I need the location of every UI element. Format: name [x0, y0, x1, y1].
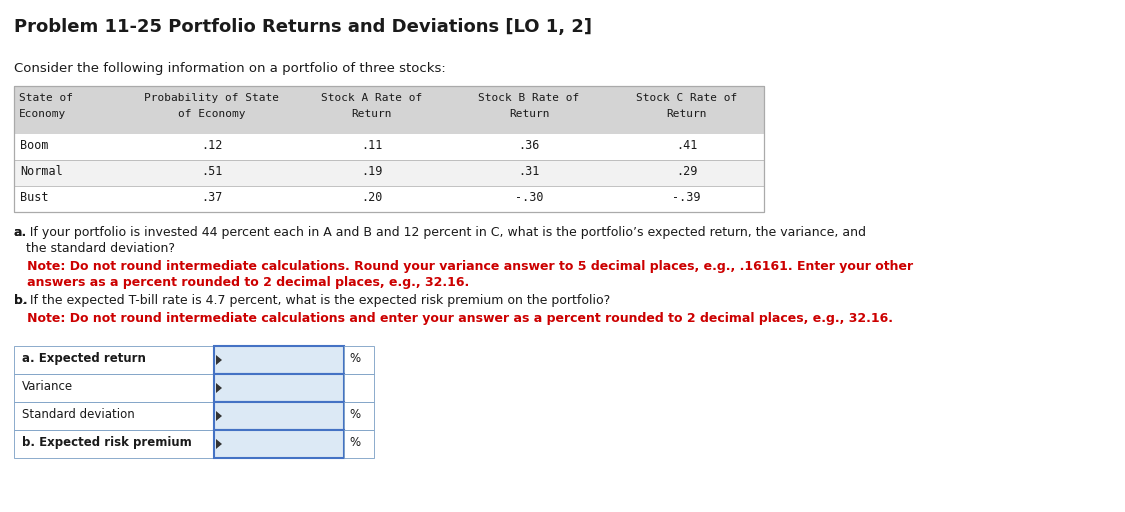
Bar — [14, 134, 764, 160]
Bar — [344, 346, 374, 374]
Text: a.: a. — [14, 226, 27, 239]
Bar — [14, 160, 764, 186]
Bar — [214, 430, 344, 458]
Text: b.: b. — [14, 294, 28, 307]
Text: Consider the following information on a portfolio of three stocks:: Consider the following information on a … — [14, 62, 446, 75]
Bar — [214, 374, 344, 402]
Text: Stock A Rate of: Stock A Rate of — [321, 93, 422, 103]
Text: Variance: Variance — [22, 380, 73, 393]
Text: a. Expected return: a. Expected return — [22, 352, 146, 365]
Text: .41: .41 — [676, 139, 698, 152]
Text: .29: .29 — [676, 165, 698, 178]
Text: State of: State of — [19, 93, 73, 103]
Bar — [344, 430, 374, 458]
Text: .12: .12 — [201, 139, 223, 152]
Polygon shape — [216, 383, 222, 393]
Text: Return: Return — [351, 109, 392, 119]
Text: Standard deviation: Standard deviation — [22, 408, 135, 421]
Polygon shape — [216, 355, 222, 365]
Bar — [14, 402, 214, 430]
Text: .11: .11 — [361, 139, 382, 152]
Bar — [214, 346, 344, 374]
Bar — [344, 374, 374, 402]
Bar — [344, 402, 374, 430]
Text: Return: Return — [666, 109, 706, 119]
Bar — [14, 346, 214, 374]
Bar — [214, 402, 344, 430]
Text: answers as a percent rounded to 2 decimal places, e.g., 32.16.: answers as a percent rounded to 2 decima… — [14, 276, 469, 289]
Text: -.39: -.39 — [673, 191, 701, 204]
Text: Stock C Rate of: Stock C Rate of — [636, 93, 737, 103]
Bar — [14, 186, 764, 212]
Text: .37: .37 — [201, 191, 223, 204]
Text: .51: .51 — [201, 165, 223, 178]
Text: -.30: -.30 — [515, 191, 543, 204]
Text: %: % — [349, 352, 360, 365]
Text: b. If the expected T-bill rate is 4.7 percent, what is the expected risk premium: b. If the expected T-bill rate is 4.7 pe… — [14, 294, 610, 307]
Text: .20: .20 — [361, 191, 382, 204]
Text: Stock B Rate of: Stock B Rate of — [478, 93, 579, 103]
Bar — [14, 86, 764, 134]
Polygon shape — [216, 411, 222, 421]
Text: b. Expected risk premium: b. Expected risk premium — [22, 436, 191, 449]
Text: Economy: Economy — [19, 109, 66, 119]
Text: Note: Do not round intermediate calculations and enter your answer as a percent : Note: Do not round intermediate calculat… — [14, 312, 893, 325]
Text: .36: .36 — [519, 139, 540, 152]
Bar — [14, 86, 764, 212]
Text: Problem 11-25 Portfolio Returns and Deviations [LO 1, 2]: Problem 11-25 Portfolio Returns and Devi… — [14, 18, 592, 36]
Text: of Economy: of Economy — [178, 109, 245, 119]
Text: Return: Return — [508, 109, 549, 119]
Text: Normal: Normal — [20, 165, 63, 178]
Text: the standard deviation?: the standard deviation? — [14, 242, 176, 255]
Bar — [14, 374, 214, 402]
Bar — [14, 430, 214, 458]
Text: a. If your portfolio is invested 44 percent each in A and B and 12 percent in C,: a. If your portfolio is invested 44 perc… — [14, 226, 866, 239]
Text: Note: Do not round intermediate calculations. Round your variance answer to 5 de: Note: Do not round intermediate calculat… — [14, 260, 914, 273]
Text: Bust: Bust — [20, 191, 48, 204]
Polygon shape — [216, 439, 222, 449]
Text: %: % — [349, 408, 360, 421]
Text: Probability of State: Probability of State — [144, 93, 279, 103]
Text: .19: .19 — [361, 165, 382, 178]
Text: Boom: Boom — [20, 139, 48, 152]
Text: %: % — [349, 436, 360, 449]
Text: .31: .31 — [519, 165, 540, 178]
